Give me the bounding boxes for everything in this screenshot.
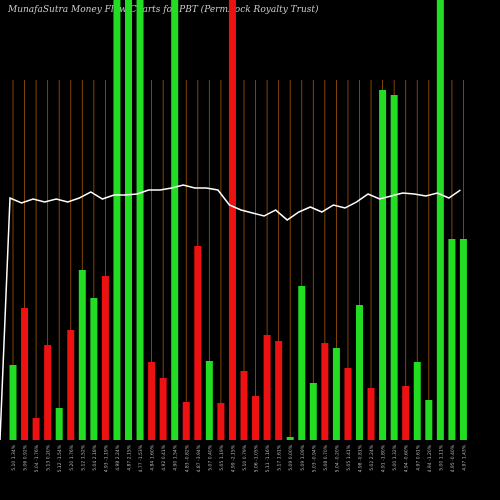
x-tick-label: 5.07 0.40% [207, 444, 213, 470]
x-tick-label: 5.03 -0.94% [311, 444, 317, 472]
bar [298, 286, 306, 440]
bar [113, 0, 121, 440]
bar [275, 341, 283, 440]
x-tick-label: 4.95 -0.40% [450, 444, 456, 472]
x-tick-label: 5.04 2.18% [92, 444, 98, 470]
x-tick-label: 5.05 1.41% [346, 444, 352, 470]
bar [402, 386, 410, 440]
bar [367, 388, 375, 440]
x-tick-label: 5.05 1.19% [219, 444, 225, 470]
x-tick-label: 5.13 0.20% [46, 444, 52, 470]
bar [379, 90, 387, 440]
x-tick-label: 4.97 1.43% [461, 444, 467, 470]
bar [9, 365, 17, 440]
bar [240, 371, 248, 440]
bar [252, 396, 260, 440]
bar [413, 362, 421, 440]
x-tick-label: 4.83 -0.82% [184, 444, 190, 472]
bar [309, 383, 317, 440]
bar [182, 402, 190, 440]
x-tick-label: 5.12 1.52% [80, 444, 86, 470]
x-tick-label: 5.12 -1.54% [57, 444, 63, 472]
x-tick-label: 4.94 -0.60% [404, 444, 410, 472]
x-tick-label: 5.00 1.32% [392, 444, 398, 470]
x-tick-label: 5.17 1.61% [277, 444, 283, 470]
x-tick-label: 4.98 -0.81% [358, 444, 364, 472]
bar [125, 0, 132, 440]
x-tick-label: 4.91 -1.80% [381, 444, 387, 472]
bar [136, 0, 144, 440]
bar [55, 408, 63, 440]
x-tick-label: 5.11 -1.16% [265, 444, 271, 472]
bar [286, 437, 294, 440]
x-tick-label: 4.87 -3.94% [196, 444, 202, 472]
bar [67, 330, 75, 440]
x-tick-label: 4.87 2.15% [127, 444, 133, 470]
x-tick-label: 4.90 1.54% [173, 444, 179, 470]
x-tick-label: 4.93 -1.19% [103, 444, 109, 472]
x-tick-label: 4.98 2.24% [115, 444, 121, 470]
bar [436, 0, 444, 440]
bar [425, 400, 433, 440]
bar [205, 361, 213, 440]
bar [171, 0, 179, 440]
bar [448, 239, 456, 440]
x-tick-label: 5.20 1.76% [69, 444, 75, 470]
bar [159, 378, 167, 440]
chart-title: MunafaSutra Money Flow Charts for PBT (P… [7, 4, 319, 15]
money-flow-line [0, 184, 461, 441]
bar [44, 345, 52, 440]
x-tick-label: 5.06 -1.05% [254, 444, 260, 472]
bar [459, 239, 467, 440]
bar [332, 348, 340, 440]
bar [263, 335, 271, 440]
x-tick-label: 5.04 -1.76% [34, 444, 40, 472]
x-tick-label: 4.94 -1.20% [427, 444, 433, 472]
bar [228, 0, 236, 440]
x-tick-label: 5.00 1.11% [438, 444, 444, 470]
x-tick-label: 5.10 0.79% [242, 444, 248, 470]
bar [78, 270, 86, 440]
bar [390, 95, 398, 440]
bar [21, 308, 29, 440]
bar [148, 362, 156, 440]
bar [90, 298, 98, 440]
x-tick-label: 5.06 0.92% [23, 444, 29, 470]
bar [194, 246, 202, 440]
bar [356, 305, 363, 440]
bar [344, 368, 352, 440]
x-tick-label: 5.04 -0.20% [334, 444, 340, 472]
x-tick-label: 4.97 0.61% [415, 444, 421, 470]
x-tick-label: 4.99 -2.15% [230, 444, 236, 472]
x-tick-label: 5.09 1.09% [300, 444, 306, 470]
x-tick-label: 5.10 1.34% [11, 444, 17, 470]
x-tick-label: 4.92 0.41% [161, 444, 167, 470]
x-tick-label: 5.02 2.24% [369, 444, 375, 470]
x-tick-label: 5.08 0.70% [323, 444, 329, 470]
x-tick-label: 4.84 1.60% [150, 444, 156, 470]
bar [321, 343, 329, 440]
x-tick-label: 4.77 -1.53% [138, 444, 144, 472]
bar [32, 418, 40, 440]
bar [217, 403, 225, 440]
x-tick-label: 5.09 0.00% [288, 444, 294, 470]
bar [101, 276, 109, 440]
